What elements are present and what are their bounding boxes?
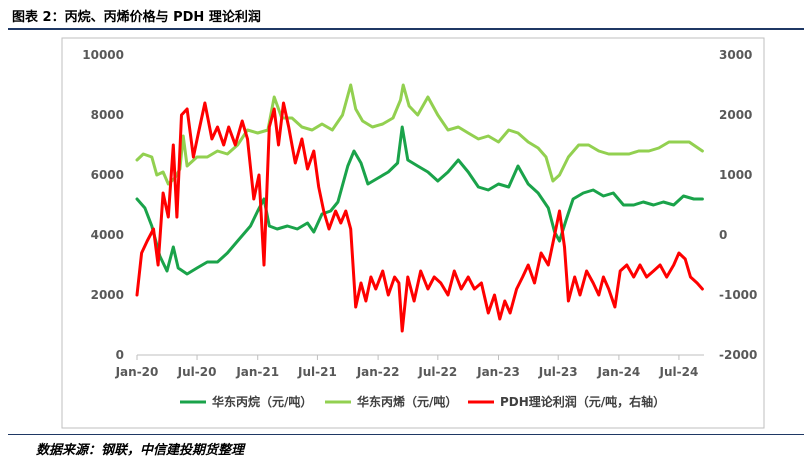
y-right-tick-label: 0: [719, 228, 727, 242]
data-source: 数据来源：钢联，中信建投期货整理: [36, 443, 245, 458]
axes-group: Jan-20 Jul-20 Jan-21 Jul-21 Jan-22 Jul-22 Jan-…: [82, 48, 757, 379]
legend-label: 华东丙烯（元/吨）: [357, 394, 457, 409]
x-tick-label: Jan-23: [476, 365, 520, 379]
x-tick-label: Jan-24: [597, 365, 641, 379]
series-line-propane: [135, 125, 704, 276]
y-left-tick-label: 0: [116, 348, 124, 362]
y-right-tick-label: -1000: [719, 288, 757, 302]
y-right-tick-label: 3000: [719, 48, 752, 62]
source-divider: [8, 434, 804, 435]
y-left-tick-label: 10000: [82, 48, 124, 62]
legend-label: PDH理论利润（元/吨，右轴）: [500, 394, 665, 409]
y-right-tick-label: 2000: [719, 108, 752, 122]
y-right-tick-label: 1000: [719, 168, 752, 182]
series-lines: [135, 83, 704, 333]
x-tick-label: Jan-20: [115, 365, 159, 379]
legend: 华东丙烷（元/吨） 华东丙烯（元/吨） PDH理论利润（元/吨，右轴）: [180, 394, 665, 409]
y-right-tick-label: -2000: [719, 348, 757, 362]
series-line-pdh-profit: [135, 101, 704, 333]
x-tick-label: Jul-22: [417, 365, 457, 379]
y-left-tick-label: 2000: [91, 288, 124, 302]
x-tick-label: Jul-23: [538, 365, 578, 379]
x-tick-label: Jan-22: [356, 365, 400, 379]
x-tick-label: Jul-21: [297, 365, 337, 379]
y-left-tick-label: 8000: [91, 108, 124, 122]
figure-title: 图表 2：丙烷、丙烯价格与 PDH 理论利润: [12, 10, 261, 25]
line-chart: Jan-20 Jul-20 Jan-21 Jul-21 Jan-22 Jul-22 Jan-…: [61, 37, 765, 429]
title-divider: [8, 28, 804, 30]
chart-frame: [61, 37, 765, 429]
x-tick-label: Jan-21: [235, 365, 279, 379]
series-line-propylene: [135, 83, 704, 186]
x-tick-label: Jul-20: [177, 365, 217, 379]
y-left-tick-label: 6000: [91, 168, 124, 182]
y-left-tick-label: 4000: [91, 228, 124, 242]
x-tick-label: Jul-24: [659, 365, 699, 379]
legend-label: 华东丙烷（元/吨）: [212, 394, 312, 409]
